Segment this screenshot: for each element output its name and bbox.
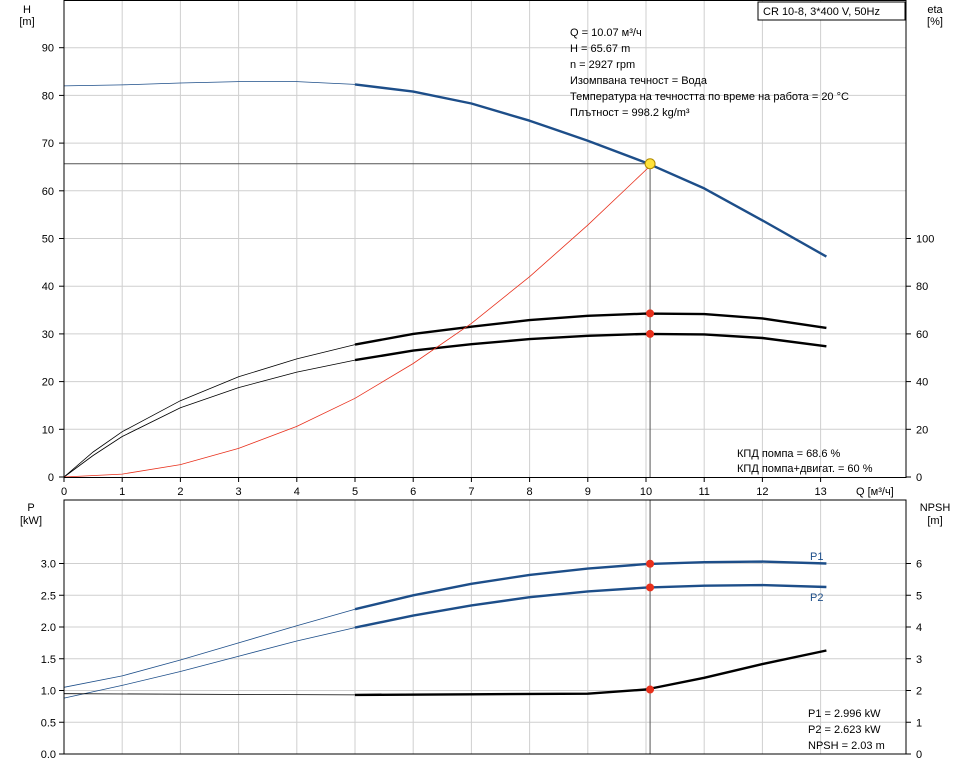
info-temperature: Температура на течността по време на раб… (570, 91, 849, 103)
head-tick-label: 10 (42, 424, 54, 436)
npsh-curve-thin (63, 693, 356, 696)
head-curve-thin (63, 81, 356, 87)
top-right-axis-title: eta (927, 4, 943, 16)
npsh-marker (646, 685, 655, 694)
power-tick-label: 1.0 (41, 686, 56, 698)
x-tick-label: 10 (640, 486, 652, 498)
p1-curve-label: P1 (810, 551, 823, 563)
head-tick-label: 40 (42, 281, 54, 293)
top-grid (64, 1, 906, 477)
npsh-tick-label: 2 (916, 686, 922, 698)
x-tick-label: 3 (236, 486, 242, 498)
npsh-curve (354, 649, 827, 697)
x-tick-label: 4 (294, 486, 300, 498)
head-curve (354, 83, 827, 258)
x-tick-label: 5 (352, 486, 358, 498)
head-tick-label: 70 (42, 138, 54, 150)
power-tick-label: 0.5 (41, 717, 56, 729)
power-p2: P2 = 2.623 kW (808, 724, 881, 736)
bottom-right-axis-unit: [m] (927, 515, 942, 527)
bottom-right-axis-title: NPSH (920, 502, 951, 514)
x-tick-label: 2 (177, 486, 183, 498)
x-tick-label: 0 (61, 486, 67, 498)
power-tick-label: 2.5 (41, 590, 56, 602)
p2-curve-thin (63, 627, 356, 699)
x-tick-label: 1 (119, 486, 125, 498)
eta-tick-label: 0 (916, 472, 922, 484)
chart-title: CR 10-8, 3*400 V, 50Hz (763, 6, 880, 18)
efficiency-pump-motor: КПД помпа+двигат. = 60 % (737, 463, 873, 475)
x-tick-label: 7 (468, 486, 474, 498)
head-tick-label: 90 (42, 43, 54, 55)
p1-curve-thin (63, 608, 356, 688)
top-right-axis-unit: [%] (927, 16, 943, 28)
npsh-tick-label: 4 (916, 622, 922, 634)
eta-tick-label: 40 (916, 377, 928, 389)
bottom-left-axis-unit: [kW] (20, 515, 42, 527)
x-tick-label: 8 (527, 486, 533, 498)
head-tick-label: 80 (42, 90, 54, 102)
power-tick-label: 1.5 (41, 654, 56, 666)
bottom-plot-frame (63, 499, 907, 755)
power-p1: P1 = 2.996 kW (808, 708, 881, 720)
bottom-tick-labels: 0.0 0.5 1.0 1.5 2.0 2.5 3.0 0 1 2 3 4 5 6 (41, 559, 922, 762)
eta-tick-label: 60 (916, 329, 928, 341)
power-tick-label: 0.0 (41, 749, 56, 761)
bottom-grid (64, 500, 906, 754)
npsh-tick-label: 0 (916, 749, 922, 761)
eta-pump-marker (646, 309, 655, 318)
head-tick-label: 30 (42, 329, 54, 341)
eta-tick-label: 100 (916, 234, 934, 246)
eta-tick-label: 80 (916, 281, 928, 293)
x-tick-label: 12 (756, 486, 768, 498)
top-left-axis-title: H (23, 4, 31, 16)
info-q: Q = 10.07 м³/ч (570, 27, 642, 39)
x-tick-label: 9 (585, 486, 591, 498)
efficiency-pump: КПД помпа = 68.6 % (737, 448, 841, 460)
npsh-value: NPSH = 2.03 m (808, 740, 885, 752)
head-tick-label: 20 (42, 377, 54, 389)
head-tick-label: 0 (48, 472, 54, 484)
info-n: n = 2927 rpm (570, 59, 635, 71)
bottom-left-axis-title: P (27, 502, 34, 514)
npsh-tick-label: 1 (916, 717, 922, 729)
eta-pump-curve (354, 312, 827, 346)
eta-pump-motor-marker (646, 329, 655, 338)
head-tick-label: 60 (42, 186, 54, 198)
npsh-tick-label: 3 (916, 654, 922, 666)
x-tick-label: 13 (814, 486, 826, 498)
p2-marker (646, 583, 655, 592)
top-curves (63, 81, 827, 478)
eta-pump-motor-curve-thin (63, 359, 356, 478)
x-tick-label: 11 (698, 486, 709, 498)
eta-tick-label: 20 (916, 424, 928, 436)
duty-markers (644, 158, 656, 694)
top-plot-frame (63, 0, 907, 478)
p1-marker (646, 559, 655, 568)
info-liquid: Изомпвана течност = Вода (570, 75, 708, 87)
x-axis-title: Q [м³/ч] (856, 486, 894, 498)
info-h: H = 65.67 m (570, 43, 630, 55)
duty-point-marker (644, 158, 656, 170)
eta-pump-curve-thin (63, 344, 356, 478)
npsh-tick-label: 6 (916, 559, 922, 571)
p2-curve (354, 583, 827, 629)
p1-curve (354, 560, 827, 611)
top-tick-labels: 0 1 2 3 4 5 6 7 8 9 10 11 12 130102030405060708090020… (42, 43, 935, 498)
top-left-axis-unit: [m] (19, 16, 34, 28)
system-curve (63, 165, 651, 478)
p2-curve-label: P2 (810, 592, 823, 604)
head-tick-label: 50 (42, 234, 54, 246)
eta-pump-motor-curve (354, 332, 827, 362)
npsh-tick-label: 5 (916, 590, 922, 602)
power-tick-label: 2.0 (41, 622, 56, 634)
chart-title-box (757, 1, 906, 21)
bottom-curves (63, 500, 827, 754)
info-density: Плътност = 998.2 kg/m³ (570, 107, 690, 119)
power-tick-label: 3.0 (41, 559, 56, 571)
x-tick-label: 6 (410, 486, 416, 498)
